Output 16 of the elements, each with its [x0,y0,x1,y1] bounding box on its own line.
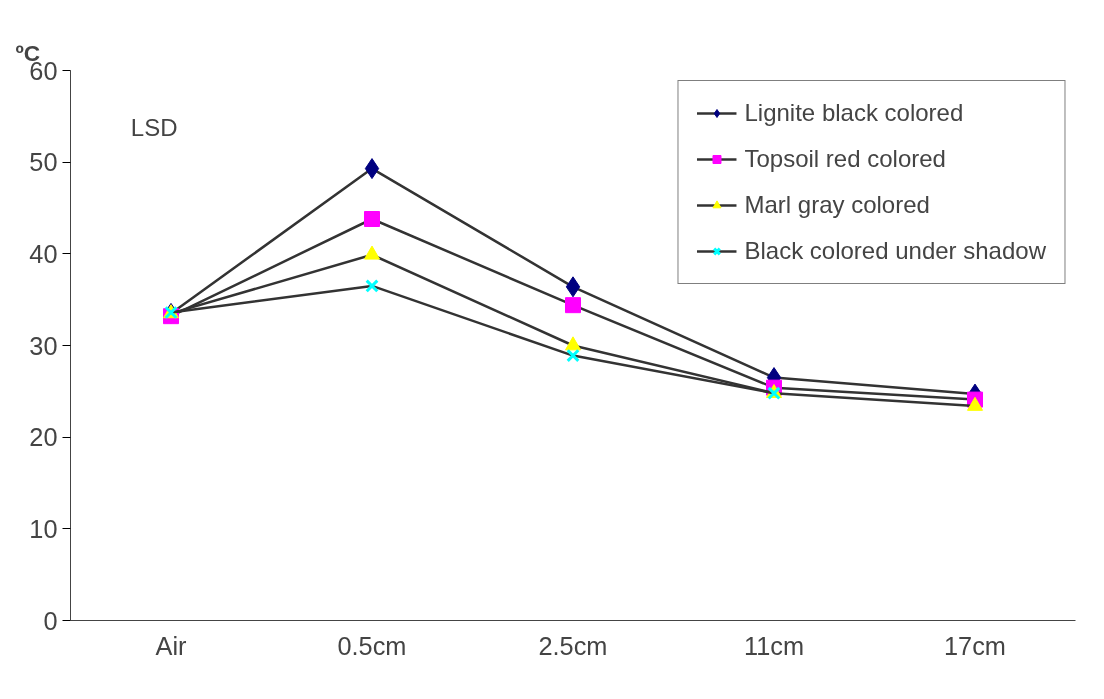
y-tick-label: 30 [29,331,58,360]
y-tick-label: 10 [29,514,58,543]
y-tick-label: 40 [29,239,58,268]
x-tick-label: 0.5cm [337,631,407,660]
x-tick-label: 11cm [743,631,805,660]
annotation: LSD [130,113,178,141]
y-tick-label: 0 [43,606,58,635]
x-tick-label: 2.5cm [538,631,608,660]
legend-label: Lignite black colored [744,99,964,127]
legend-label: Topsoil red colored [744,145,946,173]
legend-label: Black colored under shadow [744,237,1046,265]
x-tick-label: Air [155,631,188,660]
y-tick-label: 50 [29,148,58,177]
x-tick-label: 17cm [944,631,1006,660]
y-tick-label: 20 [29,423,58,452]
legend-label: Marl gray colored [744,191,930,219]
